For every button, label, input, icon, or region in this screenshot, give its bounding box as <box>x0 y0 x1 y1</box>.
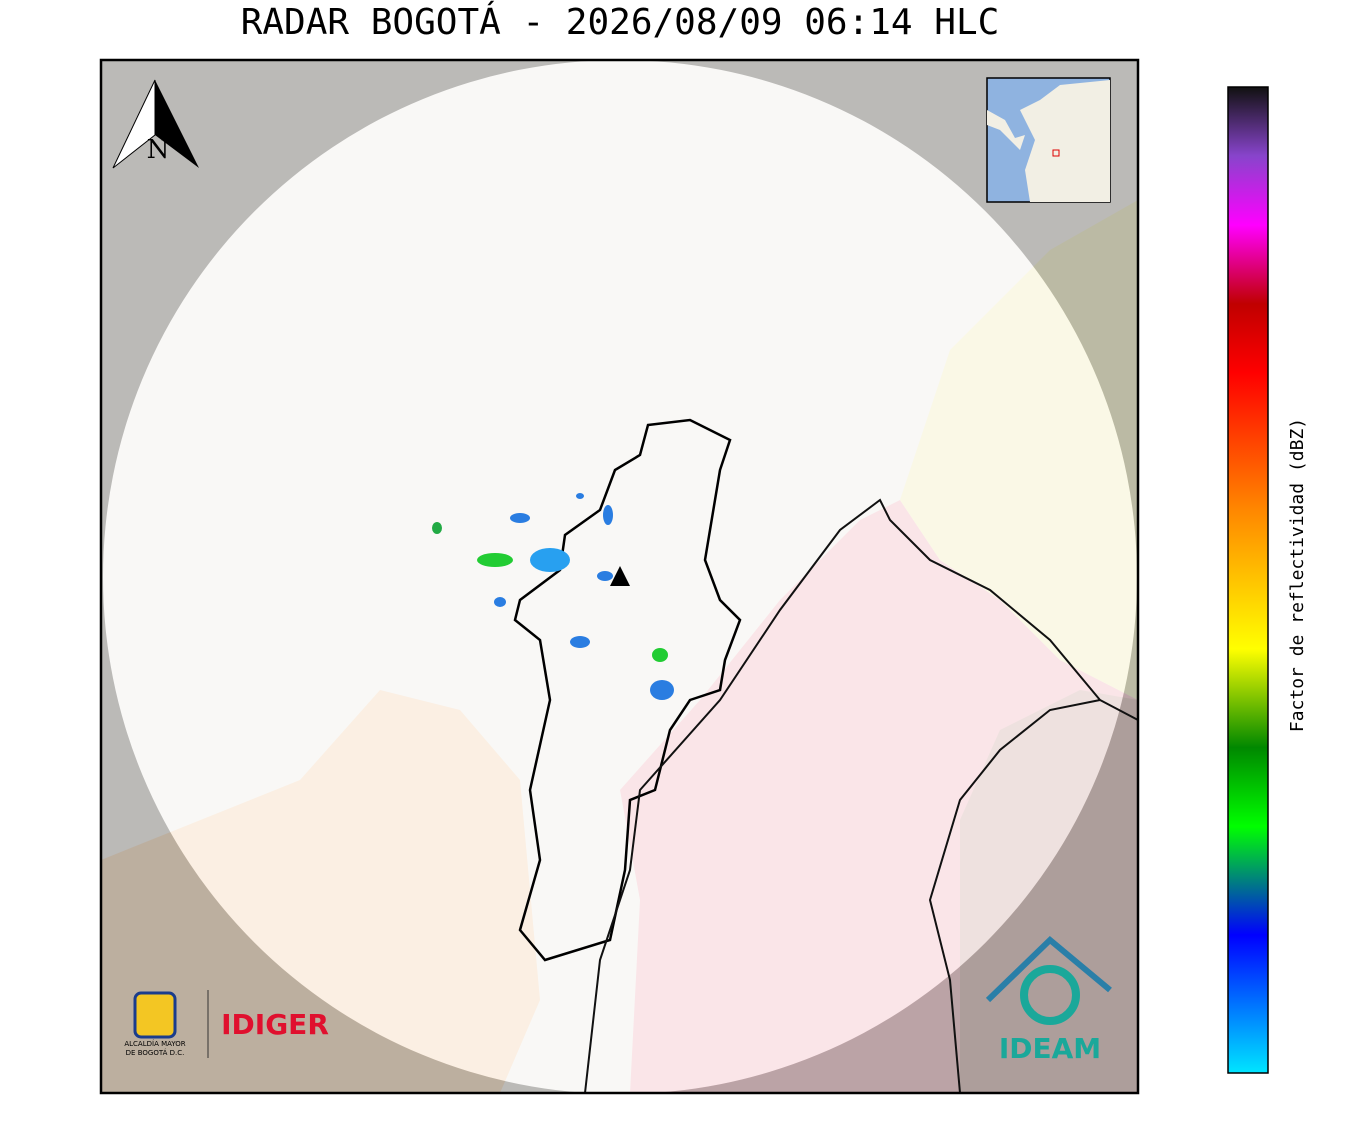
inset-map <box>986 77 1111 203</box>
radar-echoes <box>432 493 674 700</box>
north-arrow: N <box>112 79 199 169</box>
logo-text: ALCALDÍA MAYOR <box>124 1039 185 1048</box>
logo-text: IDEAM <box>999 1032 1101 1065</box>
map-frame <box>99 58 1140 1095</box>
logo-text: DE BOGOTÁ D.C. <box>126 1048 185 1057</box>
logo-text: IDIGER <box>221 1008 329 1041</box>
north-label: N <box>147 135 170 165</box>
radar-site <box>610 566 630 586</box>
colorbar <box>1227 86 1269 1074</box>
logo-bogota: ALCALDÍA MAYOR DE BOGOTÁ D.C. IDIGER <box>124 990 329 1058</box>
title: RADAR BOGOTÁ - 2026/08/09 06:14 HLC <box>241 1 1000 43</box>
colorbar-label: Factor de reflectividad (dBZ) <box>1287 418 1308 732</box>
logo-ideam: IDEAM <box>985 935 1112 1065</box>
